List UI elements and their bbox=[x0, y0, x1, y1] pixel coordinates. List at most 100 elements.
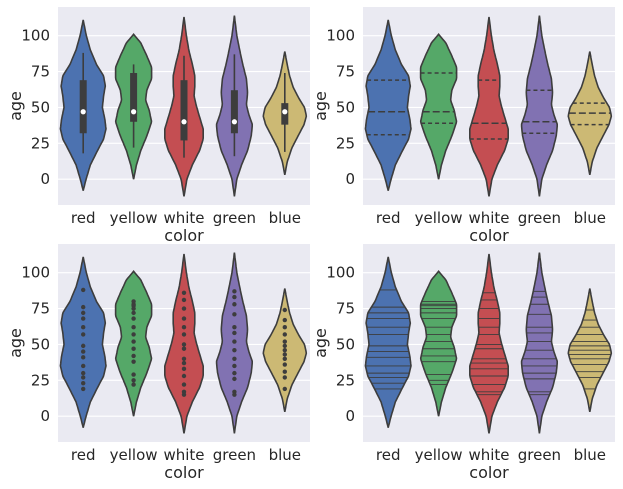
y-tick-label: 75 bbox=[31, 63, 50, 81]
y-axis-label: age bbox=[311, 328, 330, 358]
x-tick-label: green bbox=[518, 446, 561, 464]
observation-point-green bbox=[232, 312, 237, 317]
observation-point-blue bbox=[282, 347, 287, 353]
y-axis-label: age bbox=[6, 91, 25, 121]
x-tick-label: green bbox=[518, 209, 561, 227]
x-axis-label: color bbox=[164, 226, 204, 245]
y-tick-label: 0 bbox=[345, 407, 355, 425]
y-axis-label: age bbox=[6, 328, 25, 358]
observation-point-green bbox=[232, 330, 237, 336]
violin-red bbox=[364, 19, 412, 191]
observation-point-white bbox=[181, 342, 187, 347]
iqr-box-white bbox=[180, 80, 188, 141]
subplot-point: 0 25 50 75 100 red yellow white green blue color ag… bbox=[6, 244, 310, 482]
observation-point-red bbox=[81, 370, 86, 376]
observation-point-white bbox=[181, 382, 187, 387]
observation-point-yellow bbox=[131, 325, 136, 330]
violin-white bbox=[469, 253, 509, 434]
median-marker-green bbox=[231, 119, 237, 125]
observation-point-yellow bbox=[131, 372, 136, 377]
observation-point-white bbox=[181, 332, 187, 337]
x-tick-label: green bbox=[213, 209, 256, 227]
subplot-stick: 0 25 50 75 100 red yellow white green blue color ag… bbox=[311, 244, 615, 482]
observation-point-blue bbox=[282, 343, 287, 349]
observation-point-red bbox=[81, 310, 86, 316]
x-axis-label: color bbox=[164, 463, 204, 482]
observation-point-green bbox=[232, 289, 237, 294]
observation-point-blue bbox=[282, 339, 287, 344]
x-tick-label: white bbox=[163, 446, 204, 464]
observation-point-white bbox=[181, 306, 187, 311]
observation-point-yellow bbox=[131, 316, 136, 321]
observation-point-green bbox=[232, 363, 237, 369]
observation-point-white bbox=[181, 356, 187, 361]
violin-white bbox=[469, 16, 509, 197]
x-tick-label: green bbox=[213, 446, 256, 464]
observation-point-red bbox=[81, 380, 86, 386]
y-tick-label: 25 bbox=[336, 371, 355, 389]
observation-point-yellow bbox=[131, 306, 136, 311]
observation-point-green bbox=[232, 356, 237, 361]
violin-red bbox=[59, 256, 107, 428]
observation-point-blue bbox=[282, 375, 287, 380]
median-marker-blue bbox=[282, 109, 288, 115]
violin-red bbox=[364, 256, 412, 428]
x-tick-label: blue bbox=[269, 446, 301, 464]
observation-point-yellow bbox=[131, 378, 136, 383]
observation-point-red bbox=[81, 332, 86, 337]
x-axis-label: color bbox=[469, 463, 509, 482]
subplot-quartile: 0 25 50 75 100 red yellow white green blue color ag… bbox=[311, 7, 615, 245]
y-tick-label: 100 bbox=[21, 264, 50, 282]
observation-point-blue bbox=[282, 325, 287, 330]
x-tick-label: blue bbox=[574, 446, 606, 464]
iqr-box-green bbox=[230, 90, 238, 134]
y-tick-label: 50 bbox=[336, 335, 355, 353]
observation-point-green bbox=[232, 294, 237, 300]
observation-point-green bbox=[232, 376, 237, 382]
x-tick-label: yellow bbox=[110, 446, 158, 464]
x-tick-label: blue bbox=[269, 209, 301, 227]
y-tick-label: 25 bbox=[31, 134, 50, 152]
x-tick-label: white bbox=[468, 446, 509, 464]
observation-point-red bbox=[81, 349, 86, 354]
observation-point-white bbox=[181, 297, 187, 303]
observation-point-blue bbox=[282, 307, 287, 313]
observation-point-red bbox=[81, 386, 86, 392]
observation-point-white bbox=[181, 290, 187, 295]
y-tick-label: 50 bbox=[336, 98, 355, 116]
observation-point-blue bbox=[282, 352, 287, 357]
observation-point-blue bbox=[282, 369, 287, 374]
observation-point-white bbox=[181, 316, 187, 321]
y-tick-label: 75 bbox=[31, 300, 50, 318]
observation-point-green bbox=[232, 392, 237, 397]
observation-point-yellow bbox=[131, 339, 136, 344]
x-tick-label: yellow bbox=[110, 209, 158, 227]
observation-point-white bbox=[181, 392, 187, 397]
observation-point-red bbox=[81, 375, 86, 380]
subplot-box: 0 25 50 75 100 red yellow white green blue color ag… bbox=[6, 7, 310, 245]
observation-point-green bbox=[232, 302, 237, 307]
x-tick-label: red bbox=[71, 209, 96, 227]
observation-point-white bbox=[181, 346, 187, 351]
y-axis-label: age bbox=[311, 91, 330, 121]
observation-point-yellow bbox=[131, 310, 136, 316]
observation-point-red bbox=[81, 363, 86, 369]
observation-point-white bbox=[181, 373, 187, 379]
y-tick-label: 0 bbox=[40, 170, 50, 188]
observation-point-yellow bbox=[131, 359, 136, 364]
x-axis-label: color bbox=[469, 226, 509, 245]
observation-point-red bbox=[81, 316, 86, 321]
observation-point-green bbox=[232, 325, 237, 330]
observation-point-yellow bbox=[131, 353, 136, 359]
observation-point-white bbox=[181, 360, 187, 366]
observation-point-green bbox=[232, 339, 237, 344]
observation-point-yellow bbox=[131, 382, 136, 387]
y-tick-label: 100 bbox=[326, 264, 355, 282]
x-tick-label: yellow bbox=[415, 446, 463, 464]
x-tick-label: white bbox=[163, 209, 204, 227]
y-tick-label: 25 bbox=[31, 371, 50, 389]
observation-point-white bbox=[181, 366, 187, 372]
y-tick-label: 100 bbox=[326, 27, 355, 45]
x-tick-label: red bbox=[376, 446, 401, 464]
